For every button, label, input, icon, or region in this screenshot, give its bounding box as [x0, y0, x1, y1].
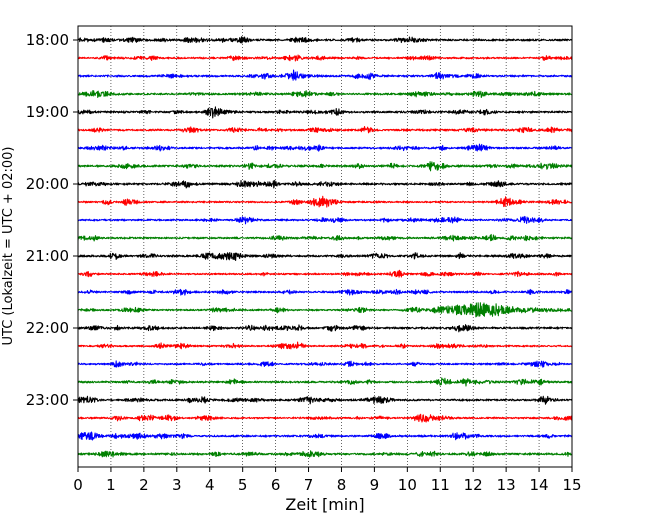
x-tick-label: 12: [464, 476, 483, 494]
trace-1845: [77, 90, 573, 99]
trace-2330: [77, 431, 573, 441]
trace-2145: [77, 302, 573, 318]
plot-frame: [77, 25, 573, 468]
x-tick-label: 10: [398, 476, 417, 494]
y-tick-label: 22:00: [26, 319, 69, 337]
y-tick-label: 20:00: [26, 175, 69, 193]
trace-2100: [77, 252, 573, 262]
trace-1945: [77, 161, 573, 172]
trace-2345: [77, 450, 573, 458]
x-tick-label: 14: [530, 476, 549, 494]
trace-2000: [77, 179, 573, 189]
trace-2230: [77, 360, 573, 368]
trace-1915: [77, 126, 573, 134]
trace-2315: [77, 413, 573, 423]
trace-2130: [77, 288, 573, 296]
y-tick-label: 21:00: [26, 247, 69, 265]
y-axis-ticks: 18:00 19:00 20:00 21:00 22:00 23:00: [26, 31, 78, 409]
y-tick-label: 23:00: [26, 391, 69, 409]
x-tick-label: 13: [497, 476, 516, 494]
x-tick-label: 4: [205, 476, 215, 494]
y-axis-label: UTC (Lokalzeit = UTC + 02:00): [1, 147, 16, 346]
trace-2015: [77, 195, 573, 208]
trace-2200: [77, 324, 573, 333]
trace-1930: [77, 143, 573, 152]
trace-2115: [77, 269, 573, 278]
trace-2300: [77, 395, 573, 405]
y-tick-label: 19:00: [26, 103, 69, 121]
trace-2030: [77, 215, 573, 225]
x-tick-label: 15: [562, 476, 581, 494]
x-tick-label: 11: [431, 476, 450, 494]
x-axis-ticks: 0 1 2 3 4 5 6 7 8 9 10 11 12 13 14 15: [73, 467, 582, 494]
y-tick-label: 18:00: [26, 31, 69, 49]
x-tick-label: 9: [370, 476, 380, 494]
x-tick-label: 8: [337, 476, 347, 494]
x-tick-label: 7: [304, 476, 314, 494]
trace-1830: [77, 69, 573, 81]
x-axis-label: Zeit [min]: [285, 495, 364, 514]
x-tick-label: 1: [106, 476, 116, 494]
x-tick-label: 0: [73, 476, 83, 494]
x-tick-label: 5: [238, 476, 248, 494]
x-tick-label: 3: [172, 476, 182, 494]
trace-1800: [77, 36, 573, 44]
seismic-traces: [77, 36, 573, 458]
trace-2245: [77, 377, 573, 387]
x-tick-label: 6: [271, 476, 281, 494]
trace-2045: [77, 233, 573, 242]
trace-1900: [77, 106, 573, 119]
x-tick-label: 2: [139, 476, 149, 494]
trace-1815: [77, 54, 573, 62]
trace-2215: [77, 341, 573, 350]
